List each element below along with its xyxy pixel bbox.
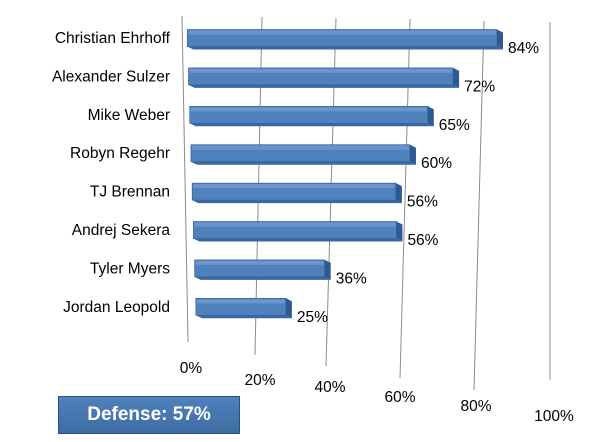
category-label: Alexander Sulzer [52,68,170,85]
category-label: Andrej Sekera [72,222,171,239]
bar-side [427,106,434,127]
bar-bottom [188,84,460,88]
data-label: 56% [407,194,438,211]
bar-side [409,144,416,165]
bar-bottom [187,46,504,50]
category-label: Jordan Leopold [63,299,170,316]
data-label: 65% [439,117,470,134]
data-label: 56% [407,232,438,249]
bar-side [396,221,403,242]
bar-highlight [194,222,396,227]
data-label: 84% [508,40,539,57]
bar-bottom [192,200,402,204]
data-label: 36% [336,270,367,287]
bar-bottom [190,161,416,165]
bar-bottom [189,123,434,127]
category-label: Christian Ehrhoff [55,30,171,47]
defense-summary-badge: Defense: 57% [58,396,240,434]
x-tick-label: 100% [534,408,574,425]
category-label: Tyler Myers [90,260,170,277]
bar-bottom [194,276,331,280]
x-tick-label: 40% [314,379,345,396]
bar-bottom [193,238,403,242]
bar-side [453,67,460,88]
bar-side [324,259,331,280]
bar-highlight [191,145,409,150]
bar-side [285,298,292,319]
bar-highlight [195,260,324,265]
x-tick-label: 0% [180,360,203,377]
category-label: TJ Brennan [90,184,170,201]
x-tick-label: 20% [244,372,275,389]
bar-bottom [195,315,292,319]
bar-highlight [193,184,395,189]
bar-highlight [190,107,427,112]
bar-highlight [189,68,453,73]
bar-side [497,29,504,50]
x-gridline [181,15,189,343]
data-label: 72% [464,78,495,95]
bar-side [395,183,402,204]
bar-highlight [188,30,497,35]
x-gridline [473,20,485,391]
category-label: Robyn Regehr [70,145,170,162]
chart-labels: 0% 20% 40% 60% 80% 100% Christian Ehrhoff 84% Al… [52,30,574,425]
data-label: 60% [421,155,452,172]
x-tick-label: 60% [384,389,415,406]
chart-bars [186,29,504,319]
category-label: Mike Weber [88,107,170,124]
data-label: 25% [297,309,328,326]
x-tick-label: 80% [460,398,491,415]
bar-highlight [196,299,285,304]
